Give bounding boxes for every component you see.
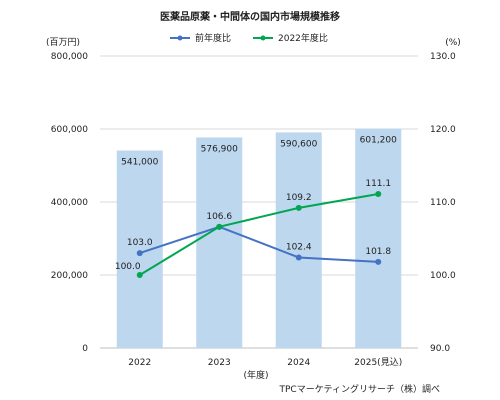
x-tick-label: 2022 [128,358,151,368]
bar [355,128,402,348]
x-axis-label: (年度) [243,369,268,381]
source-note: TPCマーケティングリサーチ（株）調べ [279,383,441,395]
bar-value-label: 541,000 [121,158,158,168]
series-value-label: 111.1 [365,179,391,189]
y-right-ticks: 90.0 100.0 110.0 120.0 130.0 [430,52,456,354]
y-right-tick-label: 90.0 [430,344,450,354]
y-left-ticks: 0 200,000 400,000 600,000 800,000 [51,52,88,354]
series-value-label: 101.8 [365,247,391,257]
series-line [139,225,379,263]
legend-marker-yoy [177,35,183,41]
series-value-label: 106.6 [206,212,232,222]
bar-value-label: 576,900 [201,144,238,154]
legend-label-vs2022: 2022年度比 [278,32,328,44]
x-ticks: 2022 2023 2024 2025(見込) [128,357,402,368]
y-left-tick-label: 400,000 [51,198,88,208]
series-point [216,223,223,230]
x-tick-label: 2024 [287,358,310,368]
series-line [139,192,379,276]
series-point [375,258,382,265]
y-left-unit: (百万円) [46,37,80,48]
series-point [136,272,143,278]
series-value-label: 100.0 [115,262,141,272]
y-right-tick-label: 120.0 [430,125,456,135]
series-point [295,204,302,211]
series-lines [136,190,382,278]
series-point [295,254,302,261]
x-tick-label: 2025(見込) [354,357,402,368]
y-left-tick-label: 0 [82,344,88,354]
y-right-tick-label: 110.0 [430,198,456,208]
y-right-tick-label: 100.0 [430,271,456,281]
y-left-tick-label: 200,000 [51,271,88,281]
bar [116,150,163,348]
legend-marker-vs2022 [260,35,266,41]
y-right-unit: (%) [445,38,461,48]
y-left-tick-label: 600,000 [51,125,88,135]
data-labels: 541,000 576,900 590,600 601,200 103.0 106.6 10… [115,136,397,272]
series-point [375,190,382,197]
chart-title: 医薬品原薬・中間体の国内市場規模推移 [160,10,340,23]
bars [116,128,402,348]
series-value-label: 102.4 [286,242,312,252]
bar [196,137,243,348]
bar-value-label: 601,200 [360,136,397,146]
legend: 前年度比 2022年度比 [170,32,328,44]
series-point [136,250,143,257]
series-value-label: 109.2 [286,193,312,203]
y-right-tick-label: 130.0 [430,52,456,62]
x-tick-label: 2023 [208,358,231,368]
series-value-label: 103.0 [127,238,153,248]
bar-value-label: 590,600 [280,139,317,149]
legend-label-yoy: 前年度比 [195,32,231,44]
bar [275,132,322,348]
y-left-tick-label: 800,000 [51,52,88,62]
